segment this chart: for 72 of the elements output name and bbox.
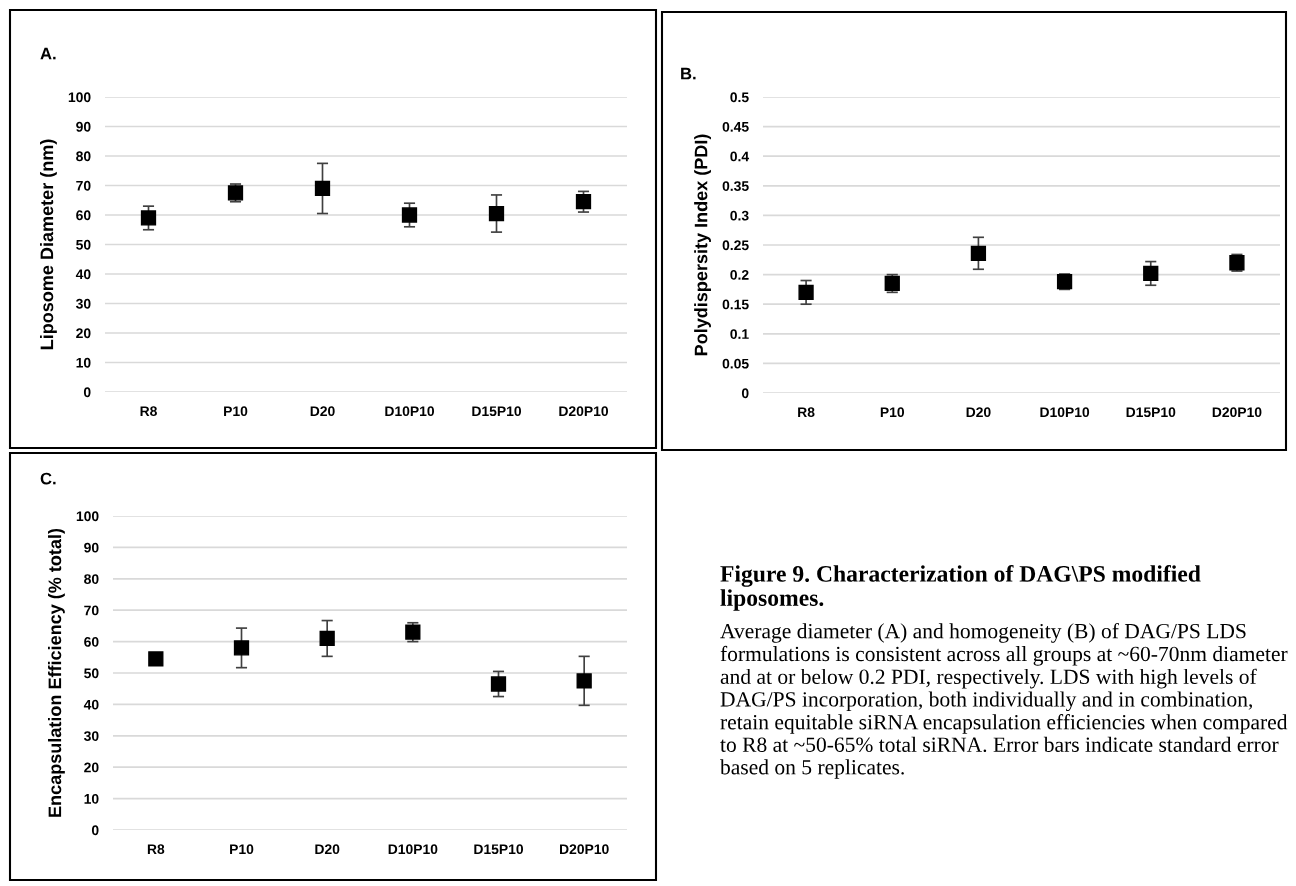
y-tick-label: 0.2 bbox=[730, 269, 749, 280]
x-tick-label: D15P10 bbox=[474, 844, 524, 855]
y-tick-label: 60 bbox=[84, 636, 99, 647]
x-tick-label: D20P10 bbox=[560, 844, 609, 855]
y-tick-label: 40 bbox=[83, 699, 99, 710]
y-tick-label: 0.1 bbox=[730, 329, 749, 339]
point bbox=[140, 210, 157, 226]
y-tick-label: 0.25 bbox=[722, 240, 749, 251]
point bbox=[314, 180, 331, 197]
x-tick-label: D20 bbox=[966, 407, 991, 418]
point bbox=[1143, 265, 1159, 282]
x-tick-label: D15P10 bbox=[1126, 407, 1176, 418]
point bbox=[233, 640, 250, 656]
x-tick-label: R8 bbox=[147, 844, 165, 855]
y-tick-label: 70 bbox=[84, 605, 99, 616]
chart-title: A. bbox=[40, 47, 56, 60]
x-tick-label: D15P10 bbox=[472, 406, 522, 417]
y-tick-label: 10 bbox=[84, 793, 99, 804]
x-tick-label: P10 bbox=[230, 844, 254, 855]
y-axis-title: Polydispersity Index (PDI) bbox=[694, 134, 711, 356]
x-tick-label: D10P10 bbox=[385, 406, 435, 417]
text: Figure 9. Characterization of DAG\PS modified liposomes. bbox=[720, 565, 1201, 611]
point bbox=[970, 245, 987, 261]
x-tick-label: D20 bbox=[315, 844, 340, 855]
x-tick-label: D20P10 bbox=[559, 406, 609, 417]
y-tick-label: 0 bbox=[741, 388, 749, 399]
y-tick-label: 0 bbox=[91, 825, 99, 836]
y-axis-title: Liposome Diameter (nm) bbox=[40, 139, 57, 350]
y-tick-label: 100 bbox=[68, 92, 91, 103]
y-tick-label: 20 bbox=[84, 762, 99, 773]
y-tick-label: 90 bbox=[76, 121, 91, 132]
x-tick-label: D20 bbox=[310, 406, 335, 417]
x-tick-label: D20P10 bbox=[1212, 407, 1262, 418]
x-tick-label: P10 bbox=[224, 406, 248, 417]
y-tick-label: 50 bbox=[84, 668, 99, 679]
y-tick-label: 60 bbox=[76, 210, 91, 221]
y-tick-label: 0.05 bbox=[722, 358, 749, 369]
y-tick-label: 0.15 bbox=[722, 299, 749, 310]
y-tick-label: 40 bbox=[75, 269, 91, 280]
y-tick-label: 80 bbox=[76, 151, 91, 162]
x-tick-label: R8 bbox=[140, 406, 157, 417]
point bbox=[576, 673, 592, 689]
y-tick-label: 30 bbox=[75, 298, 91, 309]
chart-title: C. bbox=[40, 472, 56, 485]
y-tick-label: 0.35 bbox=[722, 181, 749, 191]
x-tick-label: P10 bbox=[880, 407, 905, 418]
point bbox=[401, 207, 418, 223]
y-axis-title: Encapsulation Efficiency (% total) bbox=[48, 528, 65, 817]
y-tick-label: 0 bbox=[83, 387, 91, 398]
y-tick-label: 100 bbox=[76, 511, 99, 522]
point bbox=[490, 676, 507, 692]
x-tick-label: R8 bbox=[798, 407, 815, 418]
point bbox=[148, 651, 164, 667]
point bbox=[319, 630, 335, 647]
y-tick-label: 0.5 bbox=[730, 92, 749, 103]
y-tick-label: 70 bbox=[76, 180, 91, 191]
y-tick-label: 80 bbox=[84, 574, 99, 584]
y-tick-label: 20 bbox=[76, 328, 91, 339]
y-tick-label: 90 bbox=[84, 542, 99, 553]
y-tick-label: 10 bbox=[76, 357, 91, 368]
chart-title: B. bbox=[681, 67, 696, 80]
point bbox=[575, 194, 592, 210]
point bbox=[488, 205, 505, 222]
y-tick-label: 30 bbox=[83, 731, 99, 741]
text: Average diameter (A) and homogeneity (B) of DAG/PS LDS formulations is consistent across all groups at ~60-70nm diameter and at or below 0.2 PDI, respectively. LDS with high levels of DAG/PS incorporation, both individually and in combination, retain equitable siRNA encapsulation efficiencies when compared to R8 at ~50-65% total siRNA. Error bars indicate standard error based on 5 replicates. bbox=[720, 623, 1288, 779]
y-tick-label: 0.3 bbox=[730, 210, 749, 221]
y-tick-label: 0.45 bbox=[722, 121, 749, 132]
x-tick-label: D10P10 bbox=[388, 844, 438, 855]
x-tick-label: D10P10 bbox=[1040, 407, 1090, 418]
point bbox=[798, 284, 814, 300]
y-tick-label: 50 bbox=[76, 239, 91, 250]
y-tick-label: 0.4 bbox=[730, 151, 750, 162]
